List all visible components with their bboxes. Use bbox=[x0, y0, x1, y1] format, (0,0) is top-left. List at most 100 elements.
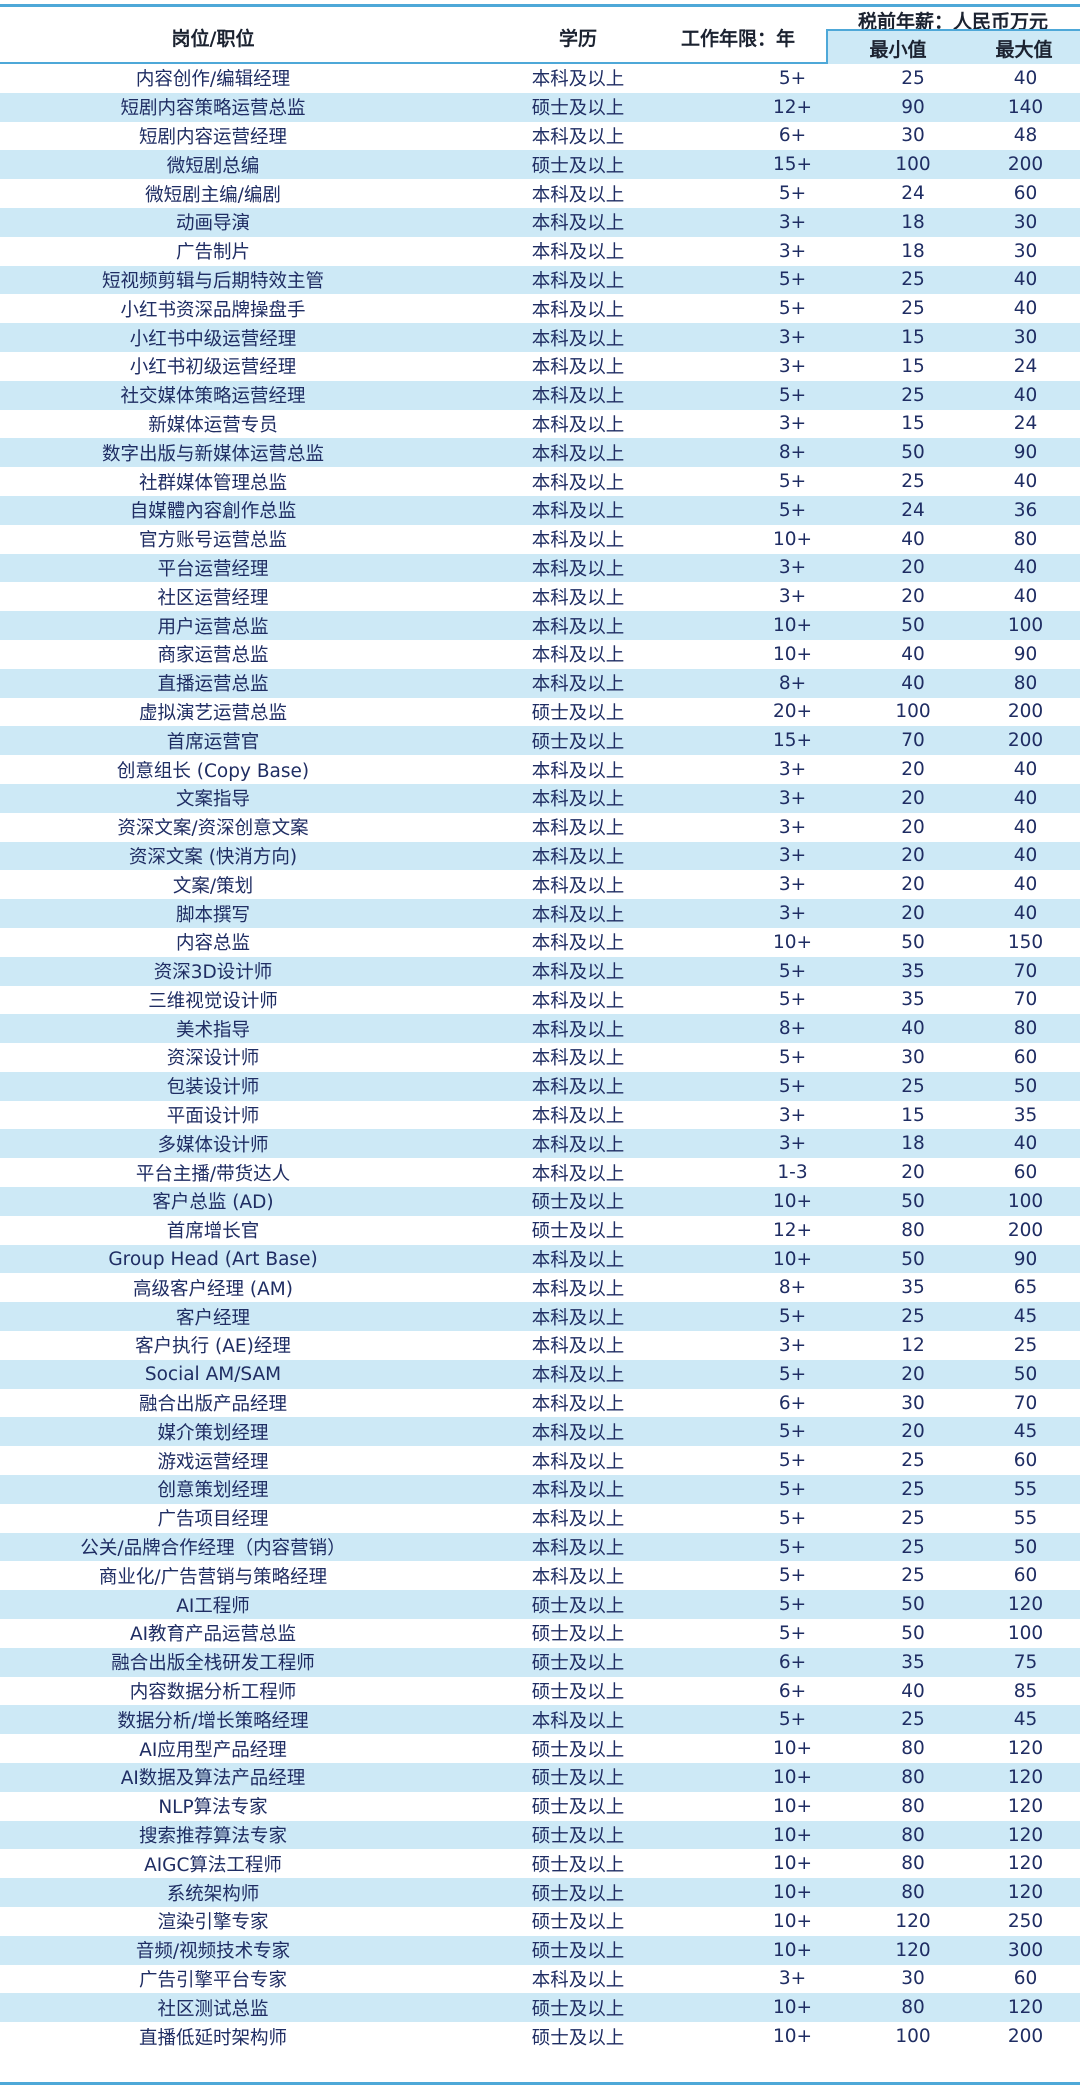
cell-position: 直播运营总监 bbox=[157, 674, 269, 696]
cell-salary-min: 35 bbox=[901, 1277, 925, 1299]
cell-education: 本科及以上 bbox=[531, 1480, 625, 1502]
table-top-rule bbox=[0, 4, 1080, 7]
cell-years: 8+ bbox=[778, 442, 807, 464]
cell-salary-max: 90 bbox=[1013, 442, 1038, 464]
cell-salary-min: 25 bbox=[901, 1478, 925, 1500]
cell-salary-max: 120 bbox=[1007, 1824, 1044, 1846]
cell-salary-min: 70 bbox=[901, 730, 925, 752]
cell-position: AI应用型产品经理 bbox=[139, 1739, 287, 1761]
table-row: 小红书中级运营经理 本科及以上 3+ 15 30 bbox=[0, 323, 1080, 352]
cell-salary-min: 35 bbox=[901, 1651, 925, 1673]
cell-salary-min: 25 bbox=[901, 298, 925, 320]
cell-years: 5+ bbox=[778, 989, 807, 1011]
cell-salary-max: 120 bbox=[1007, 1853, 1044, 1875]
cell-position: 微短剧总编 bbox=[166, 155, 260, 177]
table-row: 小红书初级运营经理 本科及以上 3+ 15 24 bbox=[0, 352, 1080, 381]
cell-years: 12+ bbox=[772, 96, 813, 118]
cell-salary-min: 100 bbox=[895, 154, 931, 176]
cell-position: 内容数据分析工程师 bbox=[129, 1682, 297, 1704]
cell-salary-max: 60 bbox=[1013, 183, 1038, 205]
cell-position: Social AM/SAM bbox=[144, 1363, 282, 1385]
cell-years: 10+ bbox=[772, 2026, 813, 2048]
cell-salary-max: 40 bbox=[1013, 1133, 1038, 1155]
cell-position: 内容创作/编辑经理 bbox=[135, 69, 291, 91]
cell-education: 硕士及以上 bbox=[531, 1595, 625, 1617]
cell-salary-min: 15 bbox=[901, 1104, 925, 1126]
cell-years: 10+ bbox=[772, 643, 813, 665]
table-row: 平台运营经理 本科及以上 3+ 20 40 bbox=[0, 553, 1080, 583]
cell-years: 5+ bbox=[778, 1075, 807, 1097]
cell-years: 8+ bbox=[778, 1277, 807, 1299]
cell-years: 10+ bbox=[772, 1853, 813, 1875]
cell-years: 3+ bbox=[778, 787, 807, 809]
header-position: 岗位/职位 bbox=[171, 28, 255, 50]
table-row: 广告制片 本科及以上 3+ 18 30 bbox=[0, 237, 1080, 266]
cell-salary-max: 36 bbox=[1013, 499, 1038, 521]
cell-education: 硕士及以上 bbox=[531, 2027, 625, 2049]
cell-years: 5+ bbox=[778, 1046, 807, 1068]
cell-education: 本科及以上 bbox=[531, 357, 625, 379]
cell-years: 10+ bbox=[772, 528, 813, 550]
cell-salary-max: 40 bbox=[1013, 298, 1038, 320]
cell-position: 客户总监 (AD) bbox=[152, 1192, 274, 1214]
cell-education: 硕士及以上 bbox=[531, 731, 625, 753]
cell-education: 硕士及以上 bbox=[531, 1624, 625, 1646]
cell-education: 本科及以上 bbox=[531, 587, 625, 609]
cell-salary-min: 25 bbox=[901, 269, 925, 291]
cell-position: 脚本撰写 bbox=[175, 904, 250, 926]
cell-position: 动画导演 bbox=[175, 213, 250, 235]
cell-salary-min: 100 bbox=[895, 2026, 931, 2048]
cell-salary-min: 40 bbox=[901, 528, 925, 550]
cell-position: 资深文案/资深创意文案 bbox=[117, 818, 309, 840]
cell-salary-max: 50 bbox=[1013, 1536, 1038, 1558]
table-row: 创意策划经理 本科及以上 5+ 25 55 bbox=[0, 1475, 1080, 1504]
cell-education: 本科及以上 bbox=[531, 558, 625, 580]
cell-salary-min: 25 bbox=[901, 1306, 925, 1328]
cell-salary-min: 24 bbox=[901, 499, 925, 521]
table-row: 直播运营总监 本科及以上 8+ 40 80 bbox=[0, 668, 1080, 698]
cell-salary-max: 55 bbox=[1013, 1478, 1038, 1500]
cell-salary-min: 80 bbox=[901, 1795, 925, 1817]
cell-education: 硕士及以上 bbox=[531, 1768, 625, 1790]
table-row: 文案指导 本科及以上 3+ 20 40 bbox=[0, 783, 1080, 813]
cell-salary-min: 80 bbox=[901, 1882, 925, 1904]
cell-education: 硕士及以上 bbox=[531, 702, 625, 724]
cell-salary-min: 24 bbox=[901, 183, 925, 205]
cell-position: 小红书初级运营经理 bbox=[129, 357, 297, 379]
cell-education: 本科及以上 bbox=[531, 1394, 625, 1416]
cell-years: 8+ bbox=[778, 1018, 807, 1040]
cell-salary-min: 18 bbox=[901, 211, 925, 233]
table-row: 媒介策划经理 本科及以上 5+ 20 45 bbox=[0, 1417, 1080, 1447]
table-row: 三维视觉设计师 本科及以上 5+ 35 70 bbox=[0, 986, 1080, 1015]
cell-years: 10+ bbox=[772, 1795, 813, 1817]
cell-salary-max: 85 bbox=[1013, 1680, 1038, 1702]
cell-salary-min: 20 bbox=[901, 816, 925, 838]
cell-years: 5+ bbox=[778, 1594, 807, 1616]
cell-years: 5+ bbox=[778, 960, 807, 982]
cell-salary-max: 24 bbox=[1013, 413, 1038, 435]
cell-salary-max: 200 bbox=[1007, 2026, 1044, 2048]
cell-salary-min: 25 bbox=[901, 1565, 925, 1587]
cell-salary-min: 20 bbox=[901, 1162, 925, 1184]
table-row: AI数据及算法产品经理 硕士及以上 10+ 80 120 bbox=[0, 1763, 1080, 1792]
table-row: 商家运营总监 本科及以上 10+ 40 90 bbox=[0, 640, 1080, 669]
cell-position: 数据分析/增长策略经理 bbox=[117, 1710, 309, 1732]
table-row: 资深文案/资深创意文案 本科及以上 3+ 20 40 bbox=[0, 813, 1080, 842]
cell-position: 平面设计师 bbox=[166, 1106, 260, 1128]
cell-position: 音频/视频技术专家 bbox=[135, 1941, 291, 1963]
cell-years: 3+ bbox=[778, 1133, 807, 1155]
cell-education: 硕士及以上 bbox=[531, 1192, 625, 1214]
cell-education: 本科及以上 bbox=[531, 1106, 625, 1128]
cell-position: 社区运营经理 bbox=[157, 587, 269, 609]
cell-years: 3+ bbox=[778, 355, 807, 377]
cell-salary-min: 20 bbox=[901, 557, 925, 579]
cell-years: 3+ bbox=[778, 759, 807, 781]
cell-salary-min: 15 bbox=[901, 327, 925, 349]
cell-years: 6+ bbox=[778, 125, 807, 147]
cell-salary-max: 55 bbox=[1013, 1507, 1038, 1529]
table-row: 融合出版全栈研发工程师 硕士及以上 6+ 35 75 bbox=[0, 1647, 1080, 1677]
cell-salary-min: 25 bbox=[901, 1075, 925, 1097]
cell-years: 8+ bbox=[778, 672, 807, 694]
table-row: 小红书资深品牌操盘手 本科及以上 5+ 25 40 bbox=[0, 294, 1080, 323]
cell-position: 短剧内容运营经理 bbox=[138, 126, 287, 148]
